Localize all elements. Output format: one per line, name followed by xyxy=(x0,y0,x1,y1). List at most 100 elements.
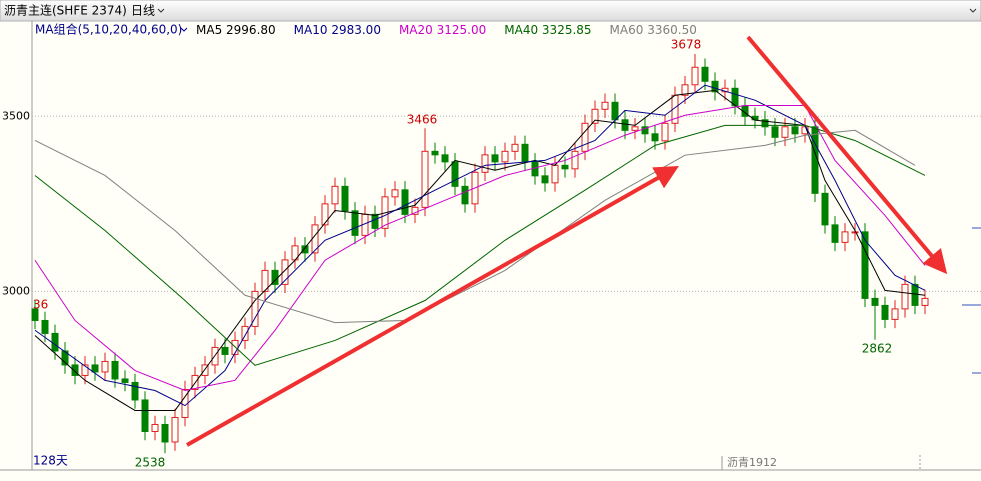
candle-body xyxy=(441,154,449,163)
candle-body xyxy=(861,231,869,299)
candle-body xyxy=(401,189,409,215)
candle-body xyxy=(501,150,509,163)
candle-body xyxy=(651,133,659,142)
legend-name: MA5 xyxy=(196,23,222,37)
legend-value: 3325.85 xyxy=(542,23,592,37)
candle-body xyxy=(681,84,689,96)
candle-body xyxy=(391,189,399,198)
ma-line xyxy=(34,104,926,392)
candle-body xyxy=(151,423,159,432)
candle-body xyxy=(61,350,69,366)
legend-entry: MA40 3325.85 xyxy=(504,23,591,37)
candle-body xyxy=(331,185,339,205)
legend-value: 3360.50 xyxy=(647,23,697,37)
candle-body xyxy=(201,364,209,376)
trend-arrow xyxy=(186,166,679,447)
candle-body xyxy=(871,297,879,306)
header-bar xyxy=(0,0,981,22)
candle-body xyxy=(541,175,549,184)
legend-name: MA20 xyxy=(399,23,433,37)
legend-name: MA10 xyxy=(294,23,328,37)
dropdown-icon xyxy=(180,27,188,32)
candle-body xyxy=(561,164,569,170)
candle-body xyxy=(31,308,39,321)
candle-body xyxy=(371,213,379,229)
ma-group-label[interactable]: MA组合(5,10,20,40,60,0) xyxy=(35,22,182,37)
trend-arrow xyxy=(746,35,948,275)
candle-body xyxy=(241,325,249,341)
candle-body xyxy=(101,360,109,373)
chart-title: 沥青主连(SHFE 2374) xyxy=(4,3,127,18)
candle-body xyxy=(251,290,259,327)
candle-body xyxy=(131,381,139,401)
annotation: 3678 xyxy=(671,38,702,52)
candle-body xyxy=(701,66,709,82)
period-selector[interactable]: 日线 xyxy=(131,4,155,18)
candle-body xyxy=(71,364,79,376)
candle-body xyxy=(461,185,469,205)
candle-body xyxy=(551,164,559,184)
candle-body xyxy=(301,245,309,254)
candle-body xyxy=(781,126,789,138)
candle-body xyxy=(821,192,829,226)
candle-body xyxy=(121,378,129,383)
candle-body xyxy=(791,126,799,135)
candle-body xyxy=(881,304,889,320)
legend-entry: MA60 3360.50 xyxy=(610,23,697,37)
ma-line xyxy=(34,124,926,366)
candle-body xyxy=(491,154,499,163)
dropdown-icon xyxy=(157,8,165,13)
candle-body xyxy=(761,119,769,128)
legend-value: 2996.80 xyxy=(226,23,276,37)
candle-body xyxy=(601,101,609,110)
candle-body xyxy=(641,126,649,135)
annotation: 36 xyxy=(33,298,48,312)
candle-body xyxy=(81,364,89,376)
y-tick-label: 3000 xyxy=(2,284,30,297)
candle-body xyxy=(421,150,429,208)
candle-body xyxy=(341,185,349,212)
candle-body xyxy=(851,231,859,234)
ma-line xyxy=(34,129,916,324)
candle-body xyxy=(111,360,119,380)
candle-body xyxy=(41,319,49,334)
candle-body xyxy=(411,206,419,215)
legend-entry: MA20 3125.00 xyxy=(399,23,486,37)
candle-body xyxy=(711,80,719,93)
candle-body xyxy=(351,210,359,236)
candle-body xyxy=(661,122,669,142)
candle-body xyxy=(511,143,519,152)
candle-body xyxy=(51,332,59,352)
candle-body xyxy=(171,416,179,443)
candle-body xyxy=(691,66,699,86)
candle-body xyxy=(831,224,839,243)
candle-body xyxy=(161,423,169,443)
legend-value: 2983.00 xyxy=(331,23,381,37)
candle-body xyxy=(91,364,99,373)
dropdown-icon xyxy=(969,8,977,13)
candle-body xyxy=(771,126,779,138)
candle-body xyxy=(581,122,589,152)
candle-body xyxy=(141,399,149,432)
candle-body xyxy=(221,346,229,355)
legend-name: MA60 xyxy=(610,23,644,37)
candle-body xyxy=(321,203,329,226)
candle-body xyxy=(631,126,639,131)
candle-body xyxy=(901,283,909,310)
legend-entry: MA5 2996.80 xyxy=(196,23,276,37)
candle-body xyxy=(911,283,919,306)
legend-name: MA40 xyxy=(504,23,538,37)
candle-body xyxy=(611,101,619,121)
candle-body xyxy=(571,150,579,170)
candle-body xyxy=(841,231,849,243)
candle-body xyxy=(431,150,439,156)
annotation: 2538 xyxy=(135,456,166,470)
legend-entry: MA10 2983.00 xyxy=(294,23,381,37)
candle-body xyxy=(451,161,459,187)
ma-line xyxy=(34,84,926,407)
annotation: 2862 xyxy=(862,342,893,356)
candle-body xyxy=(521,143,529,163)
legend-value: 3125.00 xyxy=(437,23,487,37)
y-tick-label: 3500 xyxy=(2,109,30,122)
